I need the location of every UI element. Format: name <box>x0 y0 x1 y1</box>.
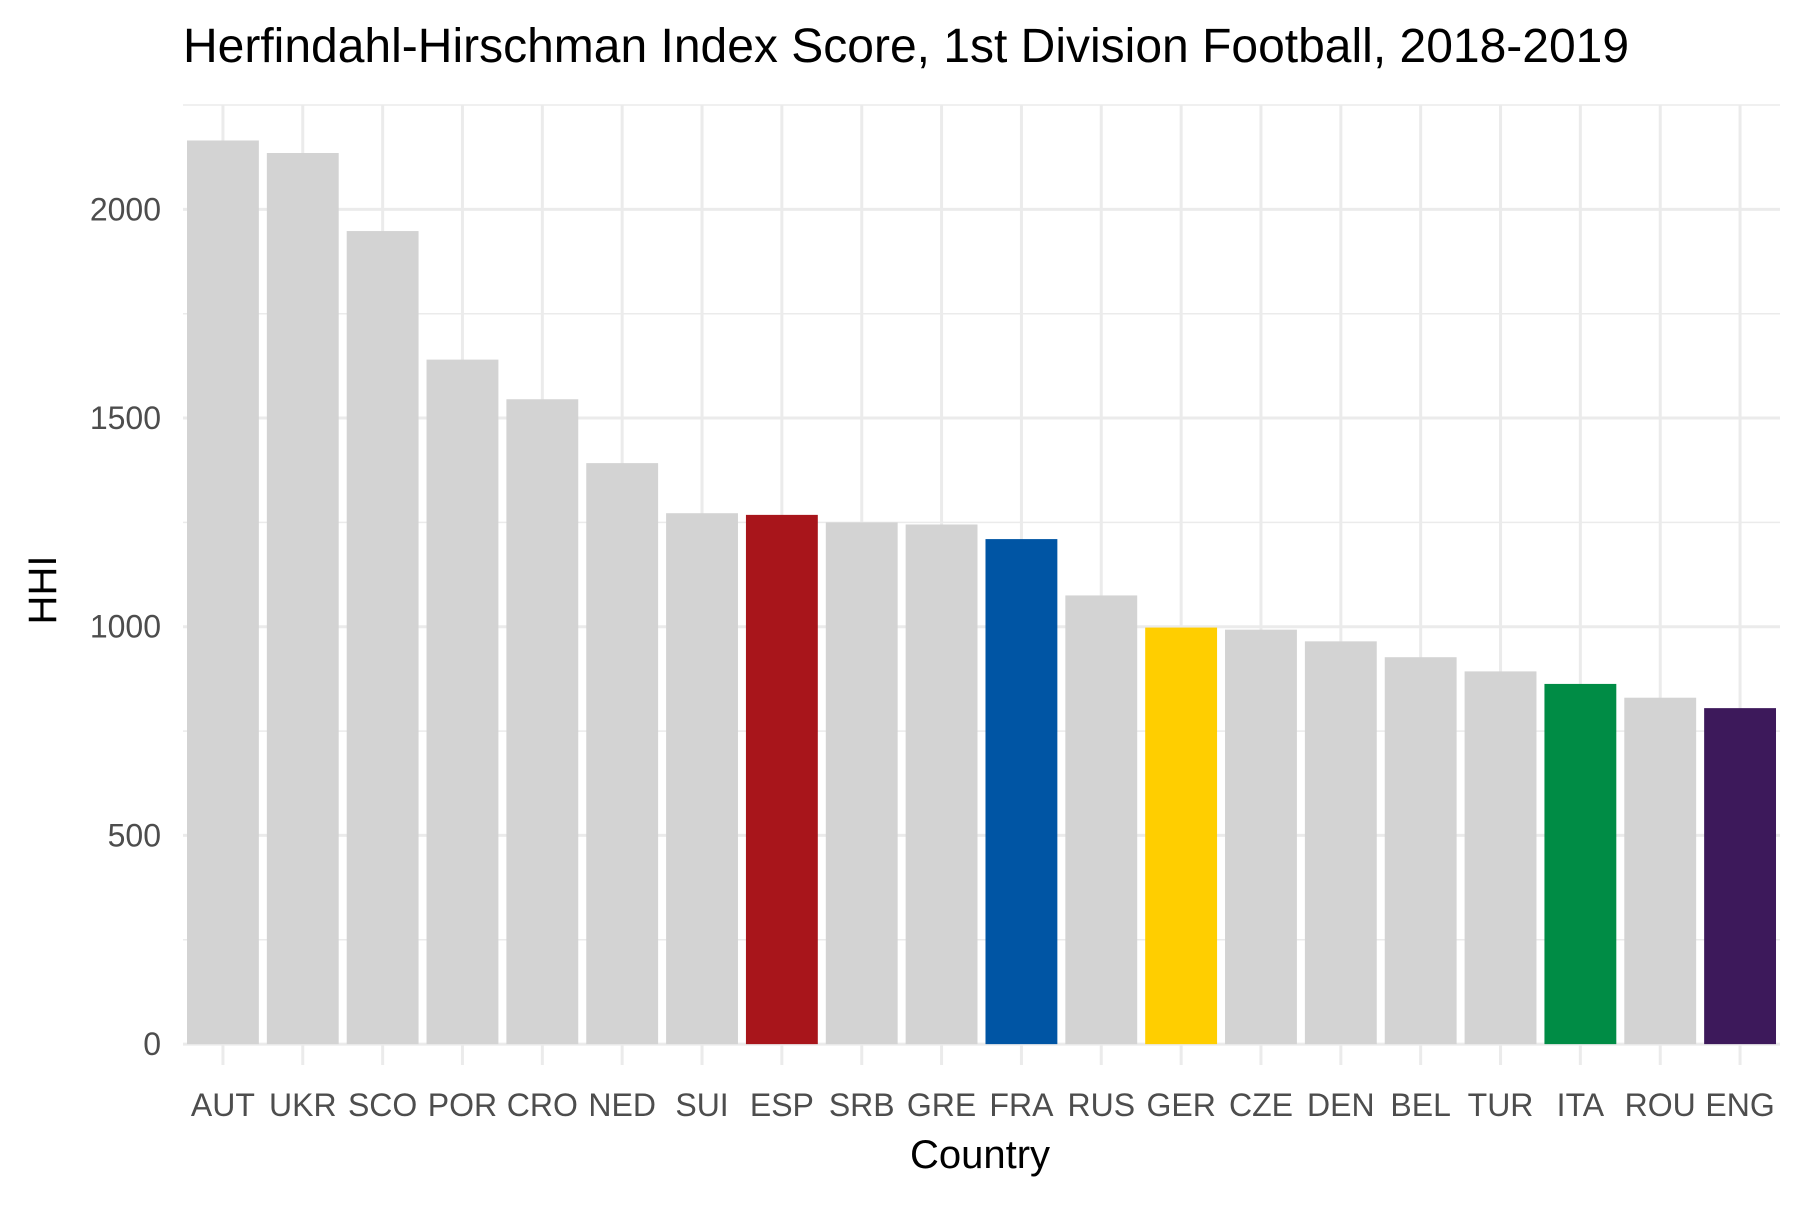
bar-den <box>1304 641 1377 1045</box>
x-axis-ticks: AUT UKR SCO POR CRO NED SUI ESP SRB GRE FRA RUS GER C… <box>191 1087 1775 1123</box>
y-tick-label: 1500 <box>90 400 161 436</box>
bar-eng <box>1704 708 1777 1045</box>
x-tick-label: SUI <box>675 1087 728 1123</box>
x-tick-label: ROU <box>1625 1087 1696 1123</box>
x-tick-label: ENG <box>1705 1087 1774 1123</box>
bars <box>186 140 1777 1045</box>
x-tick-label: AUT <box>191 1087 255 1123</box>
y-tick-label: 1000 <box>90 609 161 645</box>
bar-fra <box>985 539 1058 1045</box>
bar-ger <box>1145 627 1218 1045</box>
bar-sco <box>346 231 419 1045</box>
x-tick-label: CZE <box>1229 1087 1293 1123</box>
bar-por <box>426 359 499 1045</box>
x-tick-label: GRE <box>907 1087 976 1123</box>
x-tick-label: NED <box>588 1087 656 1123</box>
x-tick-label: POR <box>428 1087 497 1123</box>
x-tick-label: BEL <box>1390 1087 1450 1123</box>
x-tick-label: RUS <box>1067 1087 1135 1123</box>
chart-title: Herfindahl-Hirschman Index Score, 1st Di… <box>183 20 1629 73</box>
y-axis-title: HHI <box>21 556 65 625</box>
bar-rou <box>1624 697 1697 1045</box>
bar-esp <box>745 514 818 1045</box>
grid <box>183 104 1780 1065</box>
bar-cze <box>1225 629 1297 1045</box>
bar-rus <box>1065 595 1138 1045</box>
x-tick-label: SRB <box>829 1087 895 1123</box>
bar-ukr <box>266 153 339 1045</box>
x-tick-label: ITA <box>1557 1087 1605 1123</box>
x-axis-title: Country <box>910 1133 1050 1177</box>
x-tick-label: GER <box>1146 1087 1215 1123</box>
bar-gre <box>905 524 978 1045</box>
bar-tur <box>1464 671 1537 1045</box>
bar-srb <box>825 522 898 1045</box>
x-tick-label: CRO <box>507 1087 578 1123</box>
x-tick-label: DEN <box>1307 1087 1375 1123</box>
y-axis-ticks: 0 500 1000 1500 2000 <box>90 191 161 1062</box>
x-tick-label: UKR <box>269 1087 337 1123</box>
bar-aut <box>186 140 259 1045</box>
y-tick-label: 2000 <box>90 191 161 227</box>
x-tick-label: SCO <box>348 1087 417 1123</box>
bar-sui <box>666 513 738 1045</box>
bar-ita <box>1544 683 1617 1045</box>
bar-cro <box>506 399 579 1045</box>
bar-bel <box>1384 657 1457 1045</box>
y-tick-label: 500 <box>108 817 161 853</box>
x-tick-label: FRA <box>989 1087 1054 1123</box>
y-tick-label: 0 <box>143 1026 161 1062</box>
bar-ned <box>586 463 659 1045</box>
x-tick-label: ESP <box>750 1087 814 1123</box>
x-tick-label: TUR <box>1468 1087 1534 1123</box>
